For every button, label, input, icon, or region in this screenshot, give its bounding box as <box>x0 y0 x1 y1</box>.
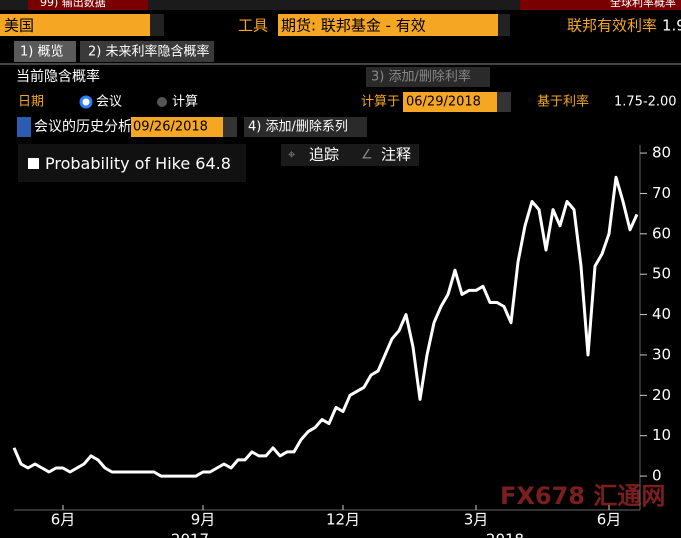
date-field[interactable] <box>131 117 223 137</box>
tool: 期货: 联邦基金 - 有效 <box>281 17 426 35</box>
country-field[interactable] <box>0 14 164 36</box>
country: 美国 <box>4 17 34 35</box>
year-label: 2018 <box>486 531 524 538</box>
year-label: 2017 <box>171 531 209 538</box>
y-tick-label: 20 <box>652 386 671 404</box>
y-tick-label: 30 <box>652 345 671 363</box>
calc-date: 06/29/2018 <box>406 95 481 110</box>
button[interactable] <box>244 117 367 137</box>
dropdown-arrow[interactable] <box>150 14 164 36</box>
radio-label: 计算 <box>172 95 198 110</box>
tab-label: 1) 概览 <box>20 44 63 60</box>
divider <box>0 63 681 65</box>
calendar-button[interactable] <box>497 92 511 112</box>
label: 计算于 <box>361 95 400 110</box>
top-tab[interactable] <box>520 0 681 10</box>
tab-label: 2) 未来利率隐含概率 <box>88 44 209 60</box>
y-tick-label: 40 <box>652 305 671 323</box>
base-value: 1.75-2.00 <box>614 95 677 110</box>
label: 基于利率 <box>537 94 589 110</box>
section-title: 当前隐含概率 <box>16 68 100 85</box>
expand-icon[interactable] <box>17 117 31 137</box>
dropdown-arrow[interactable] <box>498 14 510 36</box>
history-date: 09/26/2018 <box>133 120 208 135</box>
tab[interactable] <box>14 41 76 62</box>
date-field[interactable] <box>403 92 497 112</box>
watermark: FX678 汇通网 <box>500 482 665 510</box>
icon: ∠ <box>361 148 373 163</box>
x-tick-label: 6月 <box>51 511 76 529</box>
icon: ⌖ <box>288 148 296 163</box>
button[interactable] <box>366 67 490 87</box>
top-text: 99) 输出数据 <box>40 0 106 9</box>
x-tick-label: 6月 <box>597 511 622 529</box>
label: 联邦有效利率 <box>567 17 657 35</box>
button-label: 4) 添加/删除系列 <box>248 120 348 135</box>
dropdown-arrow[interactable] <box>223 117 237 137</box>
toolbar <box>281 144 419 166</box>
rate-value: 1.9 <box>662 17 681 35</box>
x-tick-label: 9月 <box>191 511 216 529</box>
y-tick-label: 0 <box>652 467 662 485</box>
track-button[interactable]: 追踪 <box>309 146 339 164</box>
label: 日期 <box>18 95 44 110</box>
radio-label: 会议 <box>96 95 122 110</box>
top-text: 全球利率概率 <box>610 0 676 9</box>
x-tick-label: 3月 <box>464 511 489 529</box>
legend-box <box>18 144 246 182</box>
legend-swatch <box>28 158 39 169</box>
y-tick-label: 60 <box>652 224 671 242</box>
y-tick-label: 70 <box>652 184 671 202</box>
label: 工具 <box>238 17 268 35</box>
label: 会议的历史分析 <box>34 119 132 135</box>
data-line <box>12 175 639 478</box>
button-label: 3) 添加/删除利率 <box>371 69 471 85</box>
tool-field[interactable] <box>278 14 500 36</box>
tab[interactable] <box>80 41 214 62</box>
y-tick-label: 50 <box>652 265 671 283</box>
x-tick-label: 12月 <box>326 511 360 529</box>
y-tick-label: 10 <box>652 426 671 444</box>
legend-name: Probability of Hike <box>45 154 190 173</box>
y-tick-label: 80 <box>652 144 671 162</box>
legend-value: 64.8 <box>195 154 231 173</box>
annotate-button[interactable]: 注释 <box>381 146 411 164</box>
top-tab[interactable] <box>28 0 148 10</box>
top-bar <box>0 0 681 10</box>
radio[interactable] <box>157 97 167 107</box>
legend-label: Probability of Hike 64.8 <box>45 154 231 173</box>
radio-selected[interactable] <box>79 95 93 109</box>
